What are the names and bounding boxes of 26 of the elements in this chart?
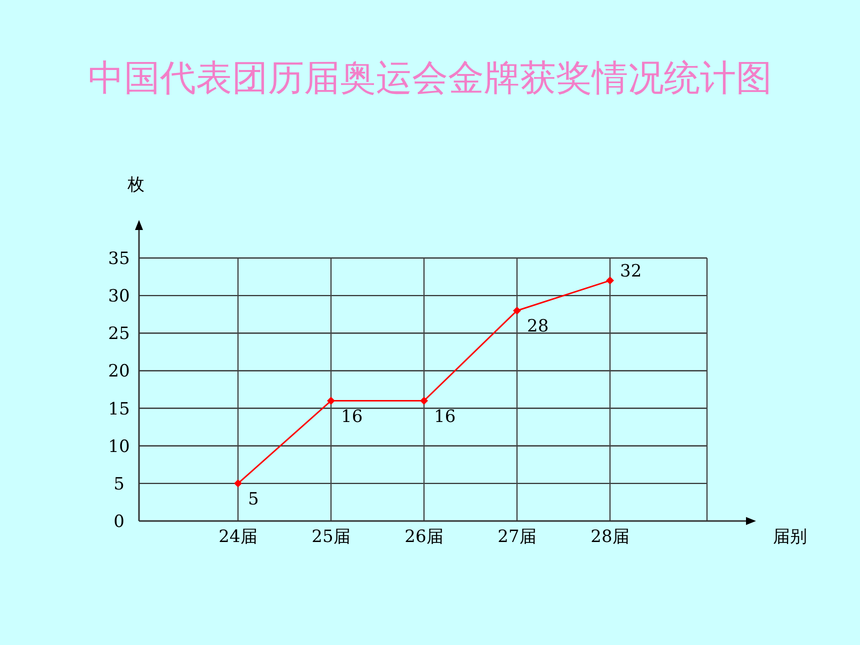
y-tick-label: 30: [108, 286, 130, 307]
x-tick-label: 26届: [404, 527, 444, 547]
data-label: 32: [620, 262, 642, 282]
data-label: 28: [527, 316, 549, 337]
y-tick-label: 25: [108, 324, 130, 344]
data-label: 5: [248, 489, 259, 510]
point: [234, 479, 242, 488]
point: [420, 396, 428, 405]
chart-title: 中国代表团历届奥运会金牌获奖情况统计图: [88, 58, 772, 99]
point: [513, 306, 521, 315]
y-tick-label: 35: [108, 249, 130, 269]
y-tick-label: 5: [114, 474, 124, 494]
data-label: 16: [434, 406, 456, 427]
y-tick-label: 20: [108, 362, 130, 382]
x-axis-title: 届别: [773, 527, 807, 547]
x-tick-label: 28届: [590, 527, 630, 547]
y-tick-label: 0: [114, 512, 124, 532]
x-tick-label: 25届: [312, 527, 350, 547]
data-label: 16: [341, 406, 363, 427]
y-tick-label: 15: [108, 399, 130, 420]
y-tick-label: 10: [108, 436, 130, 457]
point: [327, 396, 335, 405]
x-tick-label: 24届: [218, 527, 258, 547]
point: [606, 276, 614, 285]
x-tick-label: 27届: [498, 527, 536, 547]
y-axis-title: 枚: [126, 175, 144, 195]
